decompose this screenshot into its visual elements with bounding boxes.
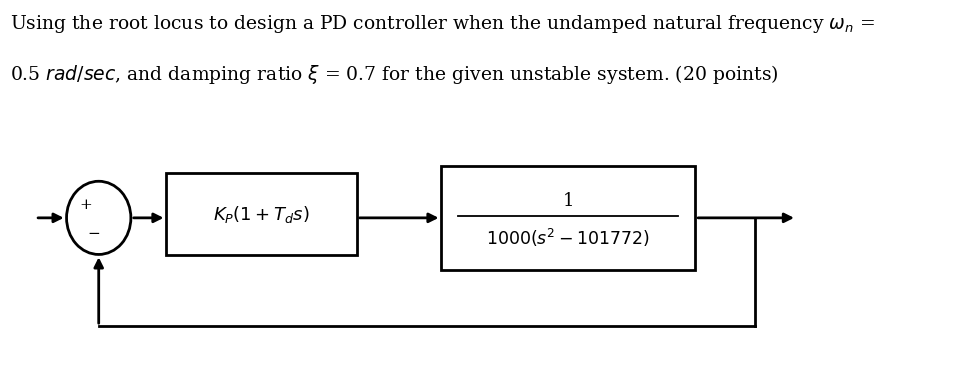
Bar bbox=[441, 165, 695, 270]
Text: Using the root locus to design a PD controller when the undamped natural frequen: Using the root locus to design a PD cont… bbox=[10, 12, 874, 35]
Text: −: − bbox=[87, 227, 100, 241]
Ellipse shape bbox=[67, 181, 131, 255]
Text: +: + bbox=[79, 198, 92, 212]
Text: $1000(s^2 - 101772)$: $1000(s^2 - 101772)$ bbox=[486, 227, 649, 249]
Text: $K_P(1 + T_d s)$: $K_P(1 + T_d s)$ bbox=[213, 204, 310, 224]
Text: 1: 1 bbox=[562, 192, 574, 210]
Text: 0.5 $\mathit{rad/sec}$, and damping ratio $\xi$ = 0.7 for the given unstable sys: 0.5 $\mathit{rad/sec}$, and damping rati… bbox=[10, 63, 777, 86]
Bar bbox=[167, 173, 357, 255]
